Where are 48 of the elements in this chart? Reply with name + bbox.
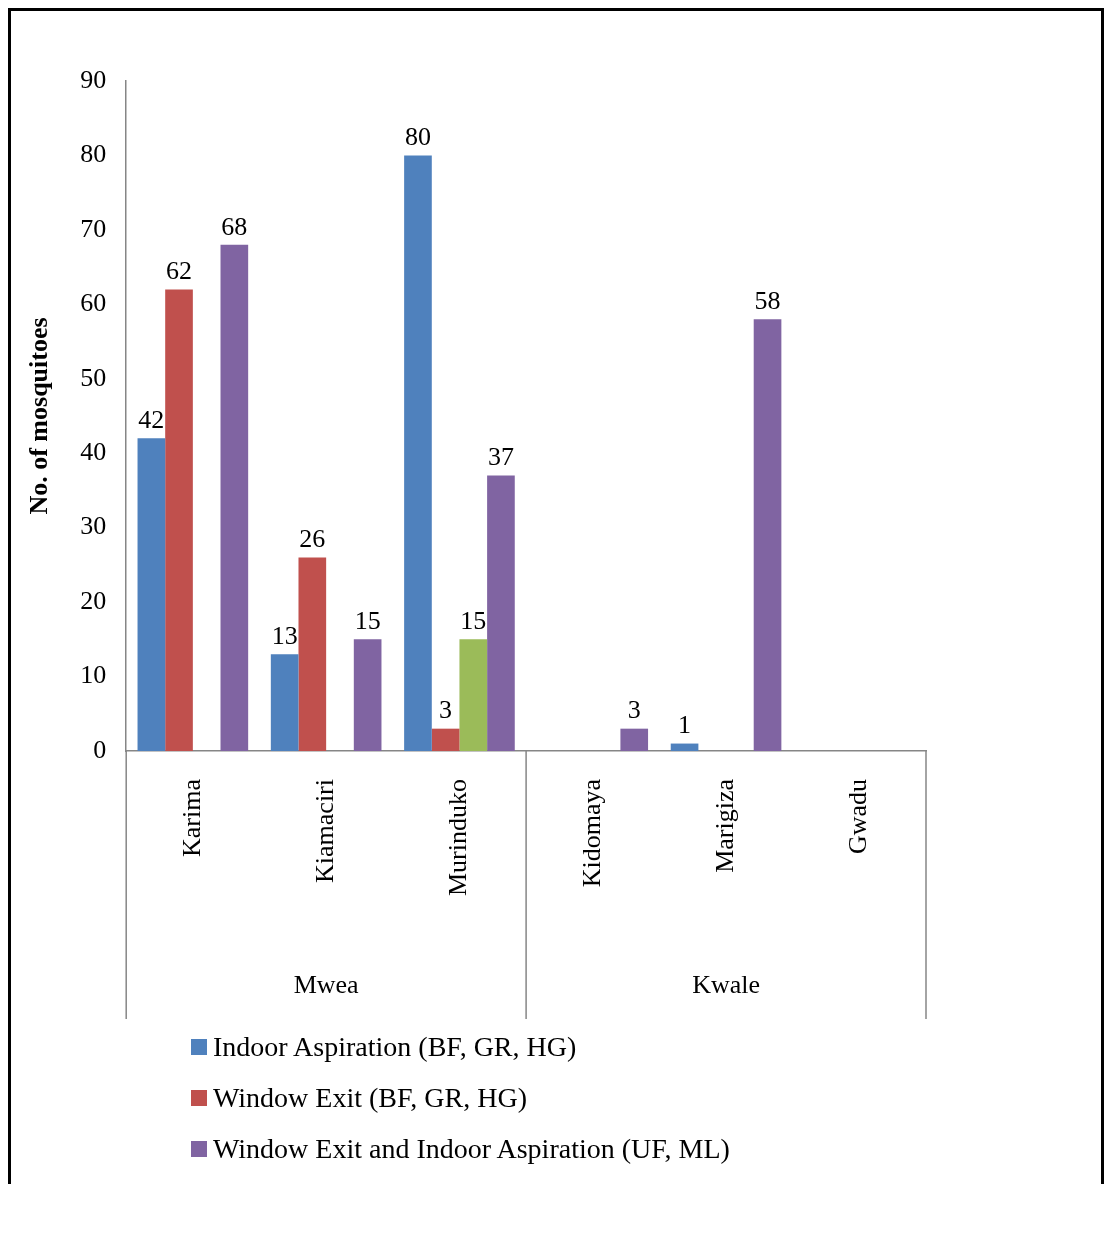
data-label: 68 — [221, 211, 248, 241]
data-label: 37 — [487, 442, 514, 472]
bar — [353, 639, 382, 751]
bar — [220, 244, 249, 751]
data-label: 3 — [439, 695, 453, 725]
data-label: 1 — [678, 710, 692, 740]
text: Mwea — [293, 969, 360, 999]
bar — [431, 728, 460, 751]
bar — [137, 438, 166, 751]
y-tick-label: 50 — [80, 362, 107, 392]
x-tick-label: Murinduko — [443, 779, 473, 896]
data-label: 42 — [138, 405, 165, 435]
y-tick-label: 80 — [80, 139, 107, 169]
bar — [487, 475, 515, 751]
data-label: 15 — [460, 606, 487, 636]
y-tick-label: 30 — [80, 511, 107, 541]
bar — [270, 654, 299, 751]
y-tick-label: 70 — [80, 213, 107, 243]
x-tick-label: Kiamaciri — [309, 779, 339, 883]
legend-label: Window Exit and Indoor Aspiration (UF, ML) — [213, 1132, 730, 1165]
x-tick-label: Marigiza — [709, 778, 739, 873]
y-tick-label: 90 — [80, 64, 107, 94]
y-axis-title: No. of mosquitoes — [24, 317, 54, 515]
y-tick-label: 10 — [80, 660, 107, 690]
data-label: 58 — [754, 286, 781, 316]
x-tick-label: Gwadu — [843, 779, 873, 855]
x-tick-label: Karima — [176, 778, 206, 857]
data-label: 80 — [404, 122, 431, 152]
bar — [753, 319, 782, 751]
data-label: 13 — [271, 621, 298, 651]
bar — [620, 728, 649, 751]
legend-label: Window Exit (BF, GR, HG) — [213, 1081, 527, 1114]
text: Kwale — [692, 969, 760, 999]
y-tick-label: 40 — [80, 437, 107, 467]
data-label: 62 — [166, 256, 193, 286]
y-tick-label: 60 — [80, 288, 107, 318]
y-tick-label: 0 — [93, 734, 107, 764]
data-label: 26 — [299, 524, 326, 554]
legend-label: Indoor Aspiration (BF, GR, HG) — [213, 1030, 577, 1063]
bar — [298, 557, 327, 751]
bar — [670, 743, 699, 751]
data-label: 3 — [627, 695, 641, 725]
bar — [404, 155, 432, 751]
x-tick-label: Kidomaya — [576, 778, 606, 888]
bar — [459, 639, 488, 751]
data-label: 15 — [354, 606, 381, 636]
y-tick-label: 20 — [80, 585, 107, 615]
bar — [165, 289, 193, 751]
